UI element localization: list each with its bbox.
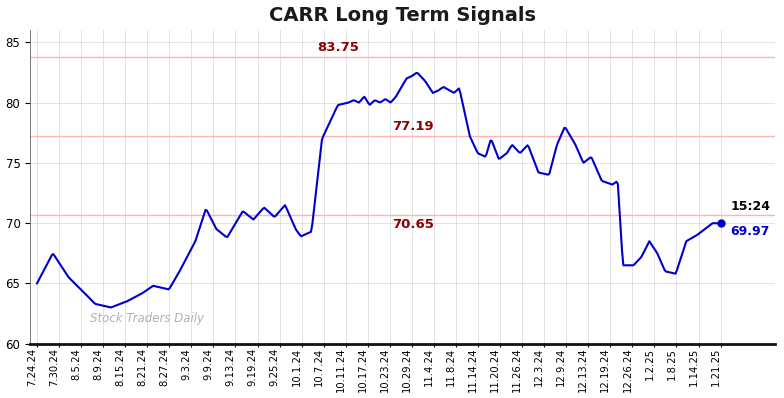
Text: 15:24: 15:24 <box>730 200 770 213</box>
Text: 83.75: 83.75 <box>317 41 359 55</box>
Point <box>714 220 727 227</box>
Text: 70.65: 70.65 <box>392 218 434 231</box>
Text: 77.19: 77.19 <box>392 121 434 133</box>
Title: CARR Long Term Signals: CARR Long Term Signals <box>269 6 536 25</box>
Text: 69.97: 69.97 <box>730 225 769 238</box>
Text: Stock Traders Daily: Stock Traders Daily <box>89 312 204 325</box>
